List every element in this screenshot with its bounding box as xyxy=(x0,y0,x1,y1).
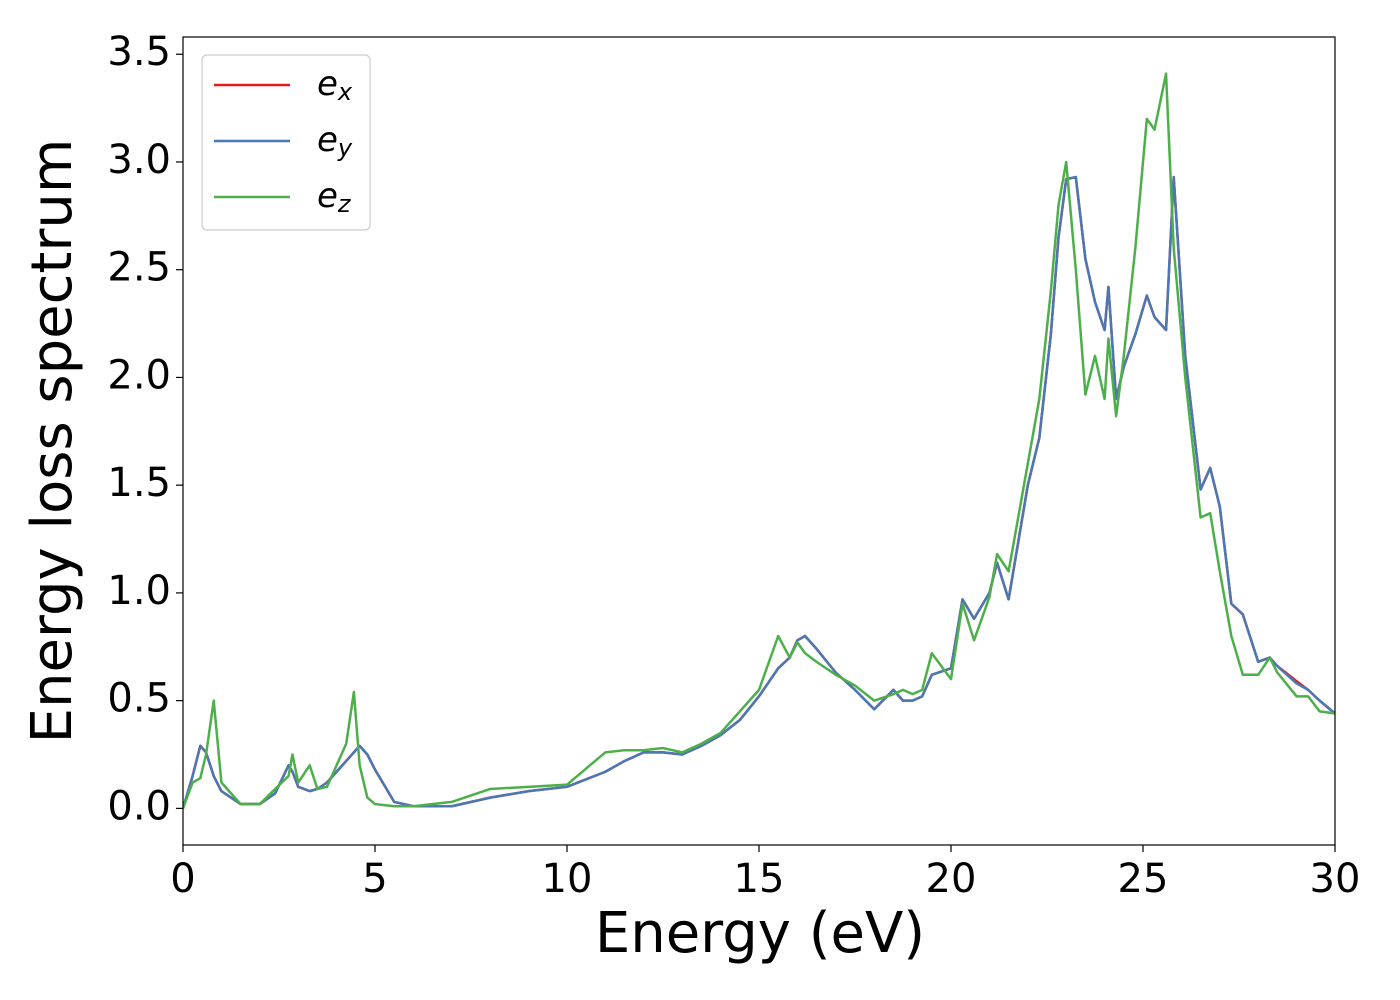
x-tick-label: 20 xyxy=(926,856,977,902)
y-tick-label: 3.0 xyxy=(107,137,171,183)
x-tick-label: 5 xyxy=(362,856,387,902)
legend-label: ey xyxy=(317,120,353,163)
series-line xyxy=(183,175,1335,809)
y-tick-label: 2.0 xyxy=(107,352,171,398)
x-axis-label: Energy (eV) xyxy=(595,901,925,966)
x-tick-label: 30 xyxy=(1310,856,1361,902)
y-tick-label: 3.5 xyxy=(107,29,171,75)
y-tick-label: 0.0 xyxy=(107,783,171,829)
legend-label: ex xyxy=(317,64,353,107)
y-tick-label: 1.0 xyxy=(107,568,171,614)
legend-box xyxy=(201,54,371,231)
x-tick-label: 0 xyxy=(170,856,195,902)
legend-label: ez xyxy=(317,176,352,219)
x-tick-label: 25 xyxy=(1118,856,1169,902)
y-tick-label: 2.5 xyxy=(107,245,171,291)
x-tick-label: 15 xyxy=(734,856,785,902)
series-line xyxy=(183,72,1335,809)
x-tick-label: 10 xyxy=(542,856,593,902)
y-tick-label: 0.5 xyxy=(107,676,171,722)
plot-frame xyxy=(182,36,1336,846)
y-tick-label: 1.5 xyxy=(107,460,171,506)
y-axis-label: Energy loss spectrum xyxy=(20,139,85,744)
